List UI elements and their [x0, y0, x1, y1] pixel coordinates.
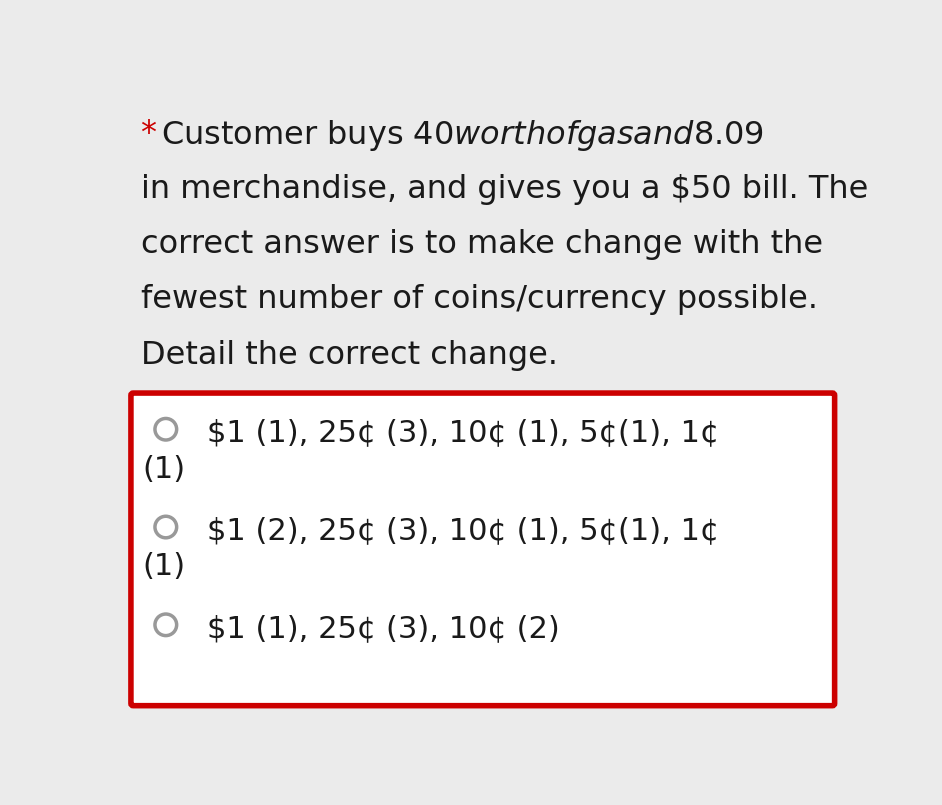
Text: $1 (2), 25¢ (3), 10¢ (1), 5¢(1), 1¢: $1 (2), 25¢ (3), 10¢ (1), 5¢(1), 1¢ [207, 516, 720, 545]
Circle shape [154, 614, 177, 636]
Text: Detail the correct change.: Detail the correct change. [141, 340, 558, 371]
Text: (1): (1) [142, 552, 186, 581]
Text: $1 (1), 25¢ (3), 10¢ (2): $1 (1), 25¢ (3), 10¢ (2) [207, 614, 560, 643]
Circle shape [154, 419, 177, 440]
Text: $1 (1), 25¢ (3), 10¢ (1), 5¢(1), 1¢: $1 (1), 25¢ (3), 10¢ (1), 5¢(1), 1¢ [207, 419, 720, 448]
Text: (1): (1) [142, 455, 186, 484]
Text: fewest number of coins/currency possible.: fewest number of coins/currency possible… [141, 284, 818, 316]
Circle shape [154, 516, 177, 538]
Text: in merchandise, and gives you a $50 bill. The: in merchandise, and gives you a $50 bill… [141, 174, 869, 204]
Text: Customer buys $40 worth of gas and $8.09: Customer buys $40 worth of gas and $8.09 [161, 118, 764, 153]
Text: *: * [141, 118, 167, 149]
FancyBboxPatch shape [131, 393, 835, 706]
Text: correct answer is to make change with the: correct answer is to make change with th… [141, 229, 823, 260]
